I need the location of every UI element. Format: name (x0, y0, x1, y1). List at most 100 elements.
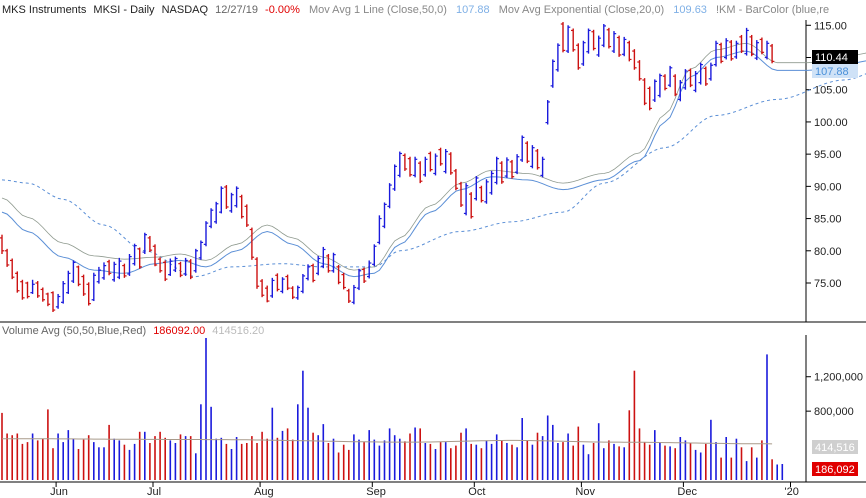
price-bar (443, 148, 448, 174)
price-bar (474, 176, 479, 201)
price-bar (66, 270, 71, 294)
price-bar (387, 183, 392, 209)
price-bar (418, 161, 423, 184)
price-bar (106, 259, 112, 276)
price-bar (10, 258, 15, 280)
price-bar (178, 261, 183, 278)
price-bar (239, 194, 244, 219)
chart-header: MKS Instruments MKSI - Daily NASDAQ 12/2… (2, 4, 829, 16)
price-bar (535, 148, 540, 170)
price-bar (15, 271, 20, 293)
price-bar (127, 254, 132, 276)
price-bar (494, 156, 499, 185)
price-bar (611, 31, 617, 53)
last-volume-badge-text: 186,092 (815, 464, 855, 476)
price-bar (300, 273, 306, 294)
price-bar (173, 256, 178, 273)
change-label: -0.00% (265, 4, 300, 16)
ma1-label: Mov Avg 1 Line (Close,50,0) (309, 4, 447, 16)
price-bar (647, 86, 652, 111)
price-tick-label: 105.00 (814, 85, 848, 97)
price-bar (545, 100, 550, 125)
price-bar (280, 277, 285, 294)
price-bar (321, 246, 326, 269)
price-bar (81, 274, 86, 296)
price-bar (198, 240, 204, 260)
price-bar (382, 202, 387, 229)
price-bar (734, 40, 739, 59)
price-bar (586, 28, 591, 54)
price-bar (372, 244, 377, 267)
volume-bars (1, 338, 784, 480)
time-tick-label: Oct (468, 486, 485, 498)
price-bar (657, 73, 663, 98)
price-bar (616, 35, 622, 57)
price-bar (667, 65, 673, 88)
price-bar (219, 186, 224, 214)
time-tick-label: '20 (785, 486, 799, 498)
price-bar (310, 263, 316, 283)
price-bar (163, 260, 168, 282)
price-bar (688, 68, 693, 88)
price-bar (438, 147, 443, 166)
price-tick-label: 85.00 (814, 214, 842, 226)
price-bar (285, 274, 290, 291)
price-bar (265, 285, 270, 303)
price-bar (346, 288, 351, 303)
price-bar (4, 248, 10, 267)
price-bar (530, 145, 535, 169)
price-tick-label: 115.00 (814, 20, 847, 32)
price-bar (86, 282, 91, 306)
price-bar (122, 263, 127, 278)
price-bar (91, 272, 96, 302)
price-bar (525, 141, 530, 164)
price-bar (229, 192, 234, 213)
price-bar (591, 29, 596, 51)
price-bar (769, 43, 775, 64)
price-bar (642, 78, 647, 106)
price-bar (683, 69, 688, 90)
price-bar (367, 260, 372, 279)
price-bar (423, 156, 428, 177)
price-bar (565, 25, 571, 53)
price-bar (407, 156, 413, 177)
price-bar (234, 186, 239, 208)
company-name: MKS Instruments (2, 4, 87, 16)
price-bar (137, 247, 142, 269)
price-bar (693, 71, 698, 93)
price-bar (708, 62, 714, 81)
price-bar (550, 59, 555, 88)
price-bar (101, 262, 107, 280)
price-bar (270, 277, 275, 298)
price-bar (749, 34, 754, 57)
price-bar (132, 243, 137, 266)
price-bar (571, 28, 576, 52)
price-bar (30, 279, 35, 294)
price-bar (203, 221, 209, 247)
price-bar (729, 40, 734, 61)
price-bar (764, 40, 770, 60)
volume-axis: 800,000 1,200,000 (806, 372, 863, 418)
price-bar (678, 80, 683, 102)
price-bar (627, 40, 632, 62)
price-tick-label: 80.00 (814, 246, 842, 258)
time-tick-label: Jul (147, 486, 161, 498)
price-bar (351, 284, 357, 305)
price-bar (698, 62, 703, 85)
price-bar (356, 268, 362, 291)
price-bar (718, 42, 724, 64)
price-bar (581, 40, 586, 66)
symbol-label: MKSI - Daily (93, 4, 155, 16)
price-bar (713, 40, 719, 67)
price-bar (412, 156, 418, 178)
exchange-label: NASDAQ (162, 4, 209, 16)
volume-header-label: Volume Avg (50,50,Blue,Red) (2, 325, 146, 337)
price-bar (402, 153, 408, 171)
price-bar (224, 185, 229, 209)
price-bar (275, 273, 280, 292)
price-bar (71, 260, 76, 283)
price-bar (632, 49, 637, 70)
volume-tick-label: 800,000 (814, 406, 854, 418)
volume-average-line (2, 438, 773, 445)
